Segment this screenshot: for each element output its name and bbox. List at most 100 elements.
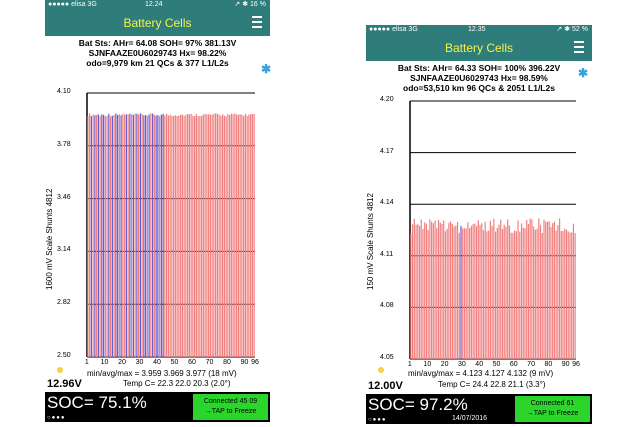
cell-bar xyxy=(171,115,173,358)
cell-bar xyxy=(190,113,192,357)
cell-bar xyxy=(202,114,204,357)
cell-bar xyxy=(500,219,502,359)
cell-bar xyxy=(251,113,253,357)
cell-bar xyxy=(489,220,492,359)
cell-bar xyxy=(448,222,450,359)
cell-bar xyxy=(569,232,571,359)
menu-icon[interactable] xyxy=(574,41,584,56)
x-tick-label: 70 xyxy=(205,359,214,366)
cell-bar xyxy=(558,218,561,359)
cell-bar xyxy=(104,116,106,357)
y-tick-label: 4.14 xyxy=(380,199,394,207)
shunted-cell-bar xyxy=(120,115,122,357)
cell-bar xyxy=(118,114,120,357)
cell-bar xyxy=(429,219,431,359)
tap-to-freeze: →TAP to Freeze xyxy=(526,410,579,417)
shunted-cell-bar xyxy=(145,115,147,357)
cell-bar xyxy=(141,114,143,357)
cell-bar xyxy=(159,116,161,357)
cell-bar xyxy=(243,116,245,357)
shunted-cell-bar xyxy=(101,114,103,357)
cell-bar xyxy=(253,114,255,357)
min-avg-max: min/avg/max = 3.959 3.969 3.977 (18 mV) xyxy=(87,369,237,378)
cell-bar xyxy=(432,223,434,359)
cell-bar xyxy=(446,228,448,359)
cell-bar xyxy=(488,230,490,359)
cell-bar xyxy=(122,114,124,357)
cell-bar xyxy=(229,114,231,357)
x-tick-label: 80 xyxy=(544,361,553,368)
cell-bar xyxy=(236,114,238,357)
shunted-cell-bar xyxy=(97,114,99,357)
info-line-2: SJNFAAZE0U6029743 Hx= 98.59% xyxy=(410,73,548,83)
info-line-3: odo=9,979 km 21 QCs & 377 L1/L2s xyxy=(86,58,229,68)
cell-bar xyxy=(548,221,550,359)
cell-bar xyxy=(451,223,453,359)
cell-bar xyxy=(529,218,531,359)
cell-bar xyxy=(514,230,516,359)
cell-bar xyxy=(453,226,455,359)
cell-bar xyxy=(458,232,460,359)
cell-bar xyxy=(456,221,459,359)
x-tick-label: 40 xyxy=(475,361,484,368)
bluetooth-star-icon[interactable]: ✱ xyxy=(261,62,272,76)
battery-status: ↗ ✱ 52 % xyxy=(556,26,588,33)
shunted-cell-bar xyxy=(160,114,162,357)
cell-bar xyxy=(519,231,521,359)
y-tick-label: 3.46 xyxy=(57,193,71,201)
status-bar: ●●●●● elisa 3G 12.35 ↗ ✱ 52 % xyxy=(366,25,592,35)
cell-bar xyxy=(96,114,98,357)
cell-bar xyxy=(431,221,433,359)
cell-bar xyxy=(234,113,236,357)
cell-bar xyxy=(206,114,208,357)
cell-bar xyxy=(201,116,203,357)
cell-bar xyxy=(477,220,479,359)
carrier: ●●●●● elisa 3G xyxy=(48,1,97,8)
cell-bar xyxy=(469,228,471,359)
shunted-cell-bar xyxy=(90,116,92,357)
cell-bar xyxy=(510,232,512,359)
shunted-cell-bar xyxy=(103,114,105,358)
aux-voltage: 12.96V xyxy=(47,378,82,390)
cell-bar xyxy=(526,220,528,359)
shunted-cell-bar xyxy=(111,115,113,357)
clock: 12.24 xyxy=(145,1,163,8)
page-title: Battery Cells xyxy=(444,41,514,55)
cell-bar xyxy=(505,226,507,359)
cell-bar xyxy=(176,115,178,357)
cell-bar xyxy=(463,228,466,359)
x-tick-label: 96 xyxy=(251,359,259,366)
cell-bar xyxy=(246,115,248,358)
x-tick-label: 20 xyxy=(440,361,449,368)
cell-bar xyxy=(533,226,535,359)
shunted-cell-bar xyxy=(129,113,131,358)
cell-bar xyxy=(425,223,428,359)
x-tick-label: 90 xyxy=(240,359,249,366)
cell-bar xyxy=(166,113,168,357)
cell-bar xyxy=(208,114,210,357)
cell-bar xyxy=(565,229,568,359)
x-tick-label: 20 xyxy=(118,359,126,366)
cell-bar xyxy=(555,230,557,359)
cell-bar xyxy=(517,220,519,359)
cell-bar xyxy=(503,224,505,359)
cell-bar xyxy=(479,225,481,359)
cell-bar xyxy=(197,116,199,357)
connected-freeze-button[interactable]: Connected 61 →TAP to Freeze xyxy=(515,396,590,422)
y-tick-label: 4.10 xyxy=(57,88,71,95)
cell-bar xyxy=(437,219,440,359)
cell-bar xyxy=(560,230,562,359)
cell-bar xyxy=(475,226,478,359)
y-tick-label: 4.05 xyxy=(380,354,394,361)
y-tick-label: 3.14 xyxy=(57,246,71,254)
y-axis-title: 150 mV Scale Shunts 4812 xyxy=(366,193,375,290)
cell-bar xyxy=(484,221,486,359)
cell-bar xyxy=(106,115,108,357)
connected-freeze-button[interactable]: Connected 45 09 →TAP to Freeze xyxy=(193,394,268,420)
cell-bar xyxy=(110,116,112,357)
x-tick-label: 1 xyxy=(407,361,412,368)
cell-bar xyxy=(194,116,196,357)
bluetooth-star-icon[interactable]: ✱ xyxy=(577,66,588,80)
cell-bar xyxy=(89,113,91,357)
menu-icon[interactable] xyxy=(252,16,262,31)
